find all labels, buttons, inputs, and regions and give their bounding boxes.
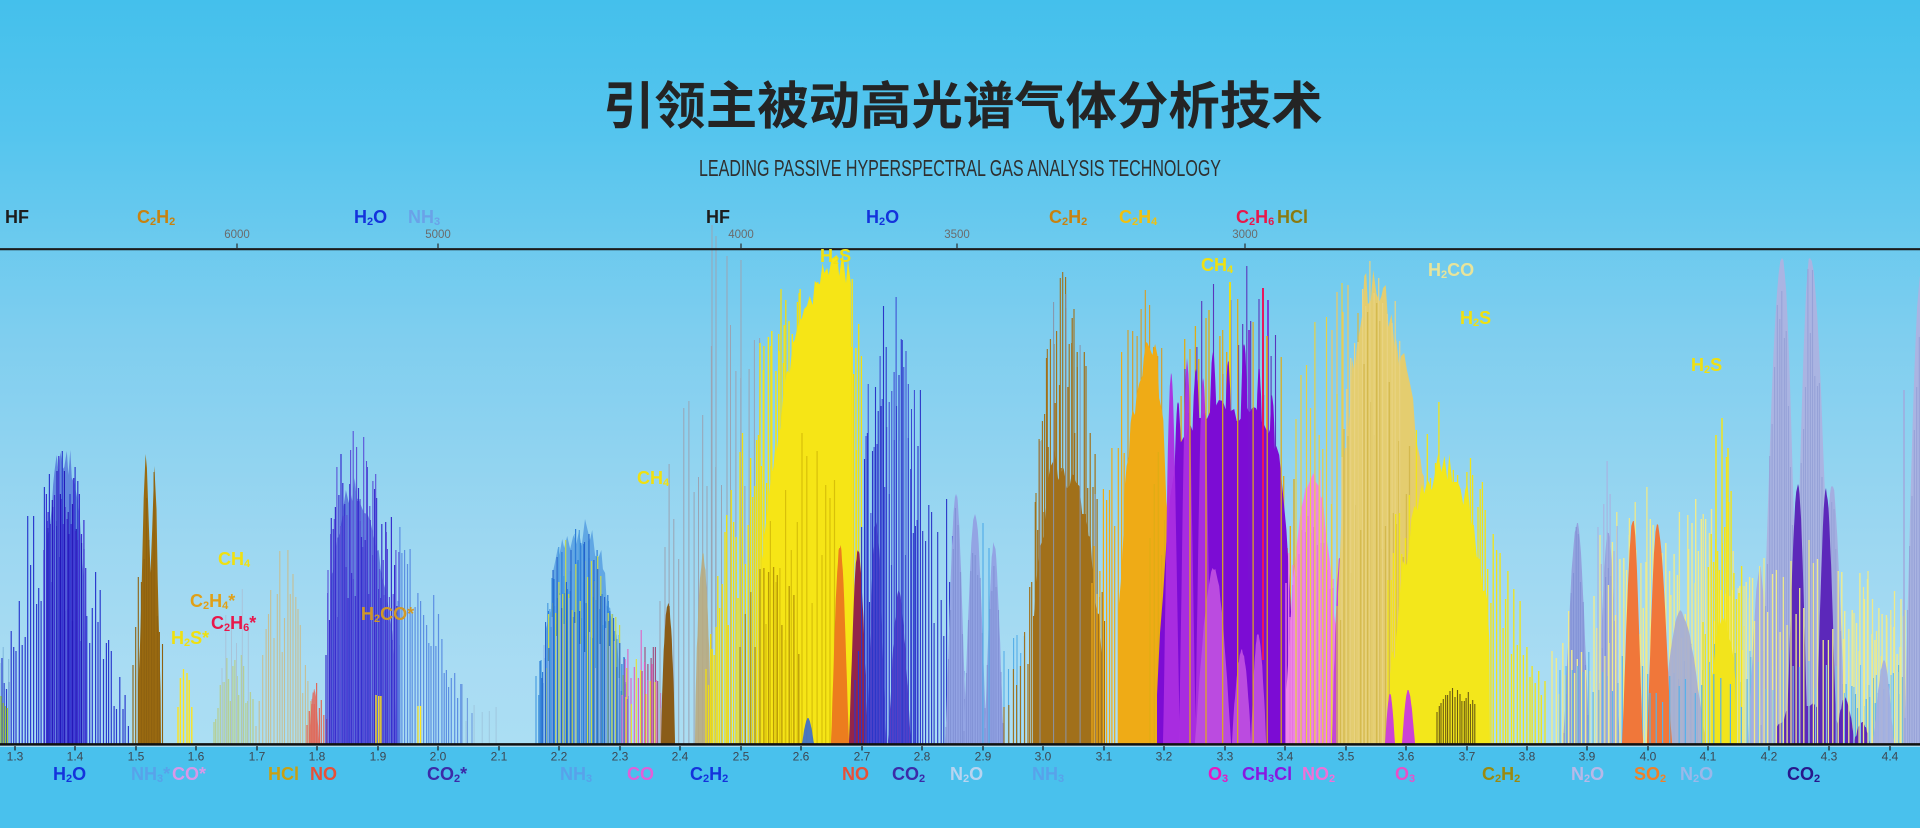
svg-text:H2O: H2O — [866, 207, 899, 228]
svg-text:6000: 6000 — [224, 229, 250, 241]
svg-text:4.4: 4.4 — [1882, 750, 1899, 764]
svg-text:H2CO: H2CO — [1428, 260, 1474, 281]
svg-text:HF: HF — [706, 207, 730, 227]
svg-text:C2H2: C2H2 — [137, 207, 175, 228]
svg-text:3.1: 3.1 — [1096, 750, 1113, 764]
svg-text:3.3: 3.3 — [1217, 750, 1234, 764]
svg-text:3.8: 3.8 — [1519, 750, 1536, 764]
svg-text:NO2: NO2 — [1302, 764, 1335, 785]
svg-text:CO2*: CO2* — [427, 764, 467, 785]
svg-text:4.1: 4.1 — [1700, 750, 1717, 764]
svg-text:4.0: 4.0 — [1640, 750, 1657, 764]
svg-text:2.0: 2.0 — [430, 750, 447, 764]
svg-text:N2O: N2O — [1680, 764, 1713, 785]
svg-text:2.5: 2.5 — [733, 750, 750, 764]
svg-text:3500: 3500 — [944, 229, 970, 241]
svg-text:CH3Cl: CH3Cl — [1242, 764, 1292, 785]
svg-text:NO: NO — [842, 764, 869, 784]
svg-text:2.8: 2.8 — [914, 750, 931, 764]
svg-text:2.6: 2.6 — [793, 750, 810, 764]
svg-text:3000: 3000 — [1232, 229, 1258, 241]
svg-text:C2H4*: C2H4* — [190, 591, 235, 612]
svg-text:H2S*: H2S* — [171, 628, 209, 649]
svg-text:3.4: 3.4 — [1277, 750, 1294, 764]
svg-text:H2S: H2S — [1460, 308, 1491, 329]
svg-text:C2H2: C2H2 — [690, 764, 728, 785]
svg-text:C2H2: C2H2 — [1049, 207, 1087, 228]
svg-text:C2H6*: C2H6* — [211, 613, 256, 634]
svg-text:CH4: CH4 — [1201, 255, 1234, 276]
svg-text:3.0: 3.0 — [1035, 750, 1052, 764]
svg-text:3.7: 3.7 — [1459, 750, 1476, 764]
svg-text:N2O: N2O — [1571, 764, 1604, 785]
svg-text:H2CO*: H2CO* — [361, 604, 414, 625]
svg-text:3.5: 3.5 — [1338, 750, 1355, 764]
svg-text:1.8: 1.8 — [309, 750, 326, 764]
svg-text:1.6: 1.6 — [188, 750, 205, 764]
svg-text:1.3: 1.3 — [7, 750, 24, 764]
svg-text:SO2: SO2 — [1634, 764, 1666, 785]
svg-text:H2O: H2O — [354, 207, 387, 228]
svg-text:5000: 5000 — [425, 229, 451, 241]
svg-text:N2O: N2O — [950, 764, 983, 785]
svg-text:H2S: H2S — [1691, 355, 1722, 376]
svg-text:2.2: 2.2 — [551, 750, 568, 764]
svg-text:NH3: NH3 — [1032, 764, 1064, 785]
svg-text:HCl: HCl — [268, 764, 299, 784]
svg-text:CO: CO — [627, 764, 654, 784]
svg-text:H2O: H2O — [53, 764, 86, 785]
svg-text:2.4: 2.4 — [672, 750, 689, 764]
svg-text:LEADING PASSIVE HYPERSPECTRAL: LEADING PASSIVE HYPERSPECTRAL GAS ANALYS… — [699, 156, 1221, 182]
svg-text:1.5: 1.5 — [128, 750, 145, 764]
svg-text:2.7: 2.7 — [854, 750, 871, 764]
svg-text:1.7: 1.7 — [249, 750, 266, 764]
svg-text:CH4: CH4 — [637, 468, 670, 489]
svg-text:CO2: CO2 — [1787, 764, 1820, 785]
svg-text:C2H4: C2H4 — [1119, 207, 1158, 228]
svg-text:2.3: 2.3 — [612, 750, 629, 764]
svg-text:H2S: H2S — [820, 246, 851, 267]
svg-text:CH4: CH4 — [218, 549, 251, 570]
svg-text:NH3: NH3 — [560, 764, 592, 785]
svg-text:HF: HF — [5, 207, 29, 227]
svg-text:4.3: 4.3 — [1821, 750, 1838, 764]
svg-text:2.1: 2.1 — [491, 750, 508, 764]
svg-text:1.4: 1.4 — [67, 750, 84, 764]
svg-text:1.9: 1.9 — [370, 750, 387, 764]
svg-text:C2H2: C2H2 — [1482, 764, 1520, 785]
svg-text:2.9: 2.9 — [975, 750, 992, 764]
svg-text:3.2: 3.2 — [1156, 750, 1173, 764]
svg-text:C2H6: C2H6 — [1236, 207, 1274, 228]
svg-text:3.9: 3.9 — [1579, 750, 1596, 764]
svg-text:4000: 4000 — [728, 229, 754, 241]
svg-text:3.6: 3.6 — [1398, 750, 1415, 764]
svg-text:4.2: 4.2 — [1761, 750, 1778, 764]
svg-text:NH3*: NH3* — [131, 764, 170, 785]
svg-text:CO2: CO2 — [892, 764, 925, 785]
svg-text:HCl: HCl — [1277, 207, 1308, 227]
svg-text:CO*: CO* — [172, 764, 206, 784]
svg-text:NH3: NH3 — [408, 207, 440, 228]
svg-text:NO: NO — [310, 764, 337, 784]
